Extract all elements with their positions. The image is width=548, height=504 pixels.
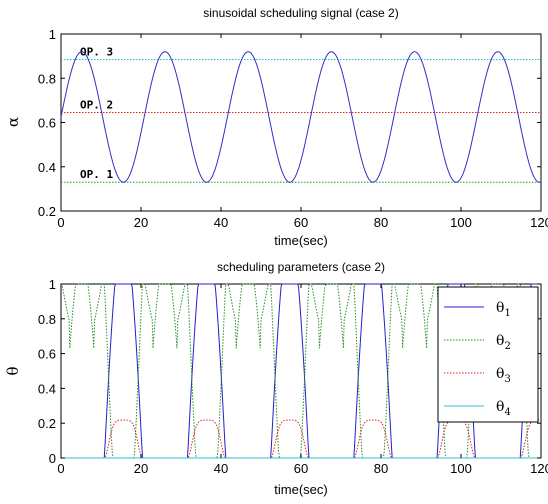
legend-label-subscript: 3	[504, 374, 510, 385]
top-title: sinusoidal scheduling signal (case 2)	[203, 6, 398, 20]
chart-bottom: scheduling parameters (case 2) 0 20 40 60 80…	[4, 260, 548, 497]
top-ytick-label: 1	[49, 27, 56, 42]
legend-label-subscript: 4	[504, 407, 510, 418]
legend-label-theta-3: θ3	[496, 366, 511, 385]
top-plot-area	[60, 33, 542, 212]
legend-label-symbol: θ	[496, 399, 504, 415]
bottom-title: scheduling parameters (case 2)	[217, 260, 385, 274]
bottom-xtick-label: 100	[450, 461, 472, 476]
bottom-ytick-label: 0	[49, 451, 56, 466]
top-xtick-label: 100	[450, 215, 472, 230]
legend-label-theta-2: θ2	[496, 333, 511, 352]
bottom-ylabel: θ	[4, 366, 22, 375]
legend-label-theta-1: θ1	[496, 300, 511, 319]
legend-box	[437, 286, 539, 423]
bottom-ytick-label: 1	[49, 277, 56, 292]
top-xtick-label: 20	[134, 215, 148, 230]
top-ytick-label: 0.8	[38, 71, 56, 86]
top-ytick-label: 0.6	[38, 116, 56, 131]
bottom-xlabel: time(sec)	[274, 482, 327, 497]
top-ytick-label: 0.4	[38, 160, 56, 175]
bottom-xtick-label: 40	[214, 461, 228, 476]
bottom-xtick-label: 80	[374, 461, 388, 476]
top-xtick-label: 80	[374, 215, 388, 230]
top-ylabel: α	[4, 117, 22, 127]
bottom-xtick-label: 60	[294, 461, 308, 476]
top-xtick-label: 40	[214, 215, 228, 230]
bottom-ytick-label: 0.8	[38, 312, 56, 327]
bottom-xtick-label: 120	[530, 461, 548, 476]
op-label-2: OP. 2	[80, 99, 113, 112]
bottom-xtick-label: 0	[57, 461, 64, 476]
top-ytick-label: 0.2	[38, 204, 56, 219]
legend-label-subscript: 1	[504, 308, 510, 319]
top-xtick-label: 60	[294, 215, 308, 230]
legend-label-symbol: θ	[496, 300, 504, 316]
bottom-ytick-label: 0.6	[38, 347, 56, 362]
legend-label-symbol: θ	[496, 366, 504, 382]
top-xtick-label: 0	[57, 215, 64, 230]
alpha-signal-line	[60, 51, 542, 183]
top-xlabel: time(sec)	[274, 233, 327, 248]
op-label-3: OP. 3	[80, 45, 113, 58]
bottom-ytick-label: 0.2	[38, 416, 56, 431]
legend-label-symbol: θ	[496, 333, 504, 349]
top-xtick-label: 120	[530, 215, 548, 230]
legend-label-theta-4: θ4	[496, 399, 511, 418]
legend-label-subscript: 2	[504, 341, 510, 352]
op-label-1: OP. 1	[80, 168, 113, 181]
chart-top: sinusoidal scheduling signal (case 2) OP…	[4, 6, 548, 248]
bottom-ytick-label: 0.4	[38, 381, 56, 396]
bottom-xtick-label: 20	[134, 461, 148, 476]
